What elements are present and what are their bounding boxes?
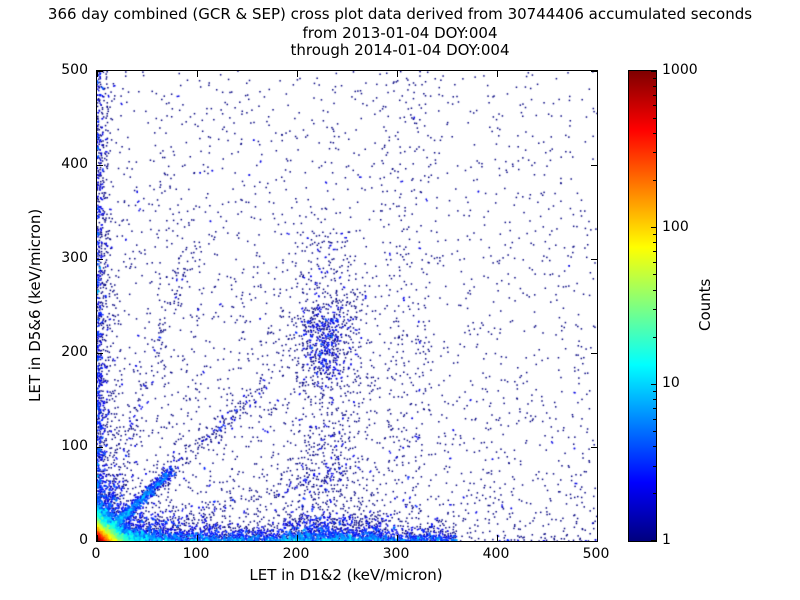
x-tick-label: 200 xyxy=(282,546,310,562)
colorbar-minor-tick-mark xyxy=(653,234,656,236)
plot-area xyxy=(96,70,598,542)
y-tick-mark-right xyxy=(591,446,597,448)
colorbar-minor-tick-mark xyxy=(653,408,656,410)
x-tick-label: 400 xyxy=(482,546,510,562)
y-tick-label: 500 xyxy=(61,62,88,78)
colorbar-minor-tick-mark xyxy=(653,180,656,181)
colorbar-minor-tick-mark xyxy=(653,418,656,420)
colorbar-minor-tick-mark xyxy=(653,94,656,96)
colorbar-minor-tick-mark xyxy=(653,105,656,107)
colorbar-tick-mark xyxy=(651,383,656,385)
colorbar-tick-mark xyxy=(651,540,656,541)
x-tick-mark xyxy=(196,535,198,541)
y-tick-mark xyxy=(97,352,103,354)
colorbar-tick-mark xyxy=(651,227,656,229)
y-tick-mark-right xyxy=(591,258,597,260)
chart-subtitle-from: from 2013-01-04 DOY:004 xyxy=(302,24,498,42)
colorbar-minor-tick-mark xyxy=(653,289,656,291)
y-tick-mark xyxy=(97,164,103,166)
x-axis-label: LET in D1&2 (keV/micron) xyxy=(249,566,443,584)
y-tick-label: 200 xyxy=(61,344,88,360)
x-tick-mark xyxy=(496,535,498,541)
colorbar-minor-tick-mark xyxy=(653,391,656,392)
x-tick-label: 500 xyxy=(582,546,610,562)
colorbar-minor-tick-mark xyxy=(653,261,656,263)
colorbar-tick-label: 1000 xyxy=(662,62,698,78)
colorbar-minor-tick-mark xyxy=(653,309,656,311)
colorbar-minor-tick-mark xyxy=(653,242,656,244)
y-tick-mark xyxy=(97,446,103,448)
colorbar-tick-mark xyxy=(651,71,656,72)
colorbar-minor-tick-mark xyxy=(653,430,656,432)
colorbar-tick-label: 10 xyxy=(662,375,680,392)
y-tick-mark-right xyxy=(591,540,597,541)
colorbar-minor-tick-mark xyxy=(653,274,656,276)
x-tick-mark xyxy=(97,535,98,541)
x-tick-label: 0 xyxy=(91,546,101,562)
y-tick-label: 400 xyxy=(61,156,88,172)
y-tick-label: 0 xyxy=(79,532,88,548)
x-tick-mark-top xyxy=(596,71,597,77)
colorbar-label: Counts xyxy=(696,278,714,332)
y-axis-label: LET in D5&6 (keV/micron) xyxy=(26,208,44,402)
y-tick-label: 300 xyxy=(61,250,88,266)
scatter-canvas xyxy=(97,71,597,541)
y-tick-label: 100 xyxy=(61,438,88,454)
x-tick-mark xyxy=(296,535,298,541)
colorbar xyxy=(628,70,657,542)
y-tick-mark xyxy=(97,258,103,260)
x-tick-mark xyxy=(396,535,398,541)
x-tick-mark-top xyxy=(97,71,98,77)
y-tick-mark xyxy=(97,71,103,72)
x-tick-mark-top xyxy=(496,71,498,77)
chart-title: 366 day combined (GCR & SEP) cross plot … xyxy=(47,5,753,23)
y-tick-mark xyxy=(97,540,103,541)
colorbar-minor-tick-mark xyxy=(653,399,656,401)
chart-subtitle-through: through 2014-01-04 DOY:004 xyxy=(290,41,510,59)
x-tick-mark xyxy=(596,535,597,541)
colorbar-minor-tick-mark xyxy=(653,251,656,253)
colorbar-minor-tick-mark xyxy=(653,117,656,119)
y-tick-mark-right xyxy=(591,352,597,354)
colorbar-minor-tick-mark xyxy=(653,465,656,467)
x-tick-label: 300 xyxy=(382,546,410,562)
colorbar-minor-tick-mark xyxy=(653,336,656,338)
colorbar-minor-tick-mark xyxy=(653,77,656,79)
colorbar-minor-tick-mark xyxy=(653,85,656,87)
colorbar-minor-tick-mark xyxy=(653,493,656,495)
colorbar-tick-label: 100 xyxy=(662,218,689,235)
colorbar-minor-tick-mark xyxy=(653,132,656,134)
x-tick-mark-top xyxy=(396,71,398,77)
colorbar-minor-tick-mark xyxy=(653,152,656,154)
colorbar-tick-label: 1 xyxy=(662,532,671,548)
x-tick-mark-top xyxy=(196,71,198,77)
x-tick-label: 100 xyxy=(182,546,210,562)
colorbar-minor-tick-mark xyxy=(653,446,656,448)
y-tick-mark-right xyxy=(591,164,597,166)
x-tick-mark-top xyxy=(296,71,298,77)
y-tick-mark-right xyxy=(591,71,597,72)
